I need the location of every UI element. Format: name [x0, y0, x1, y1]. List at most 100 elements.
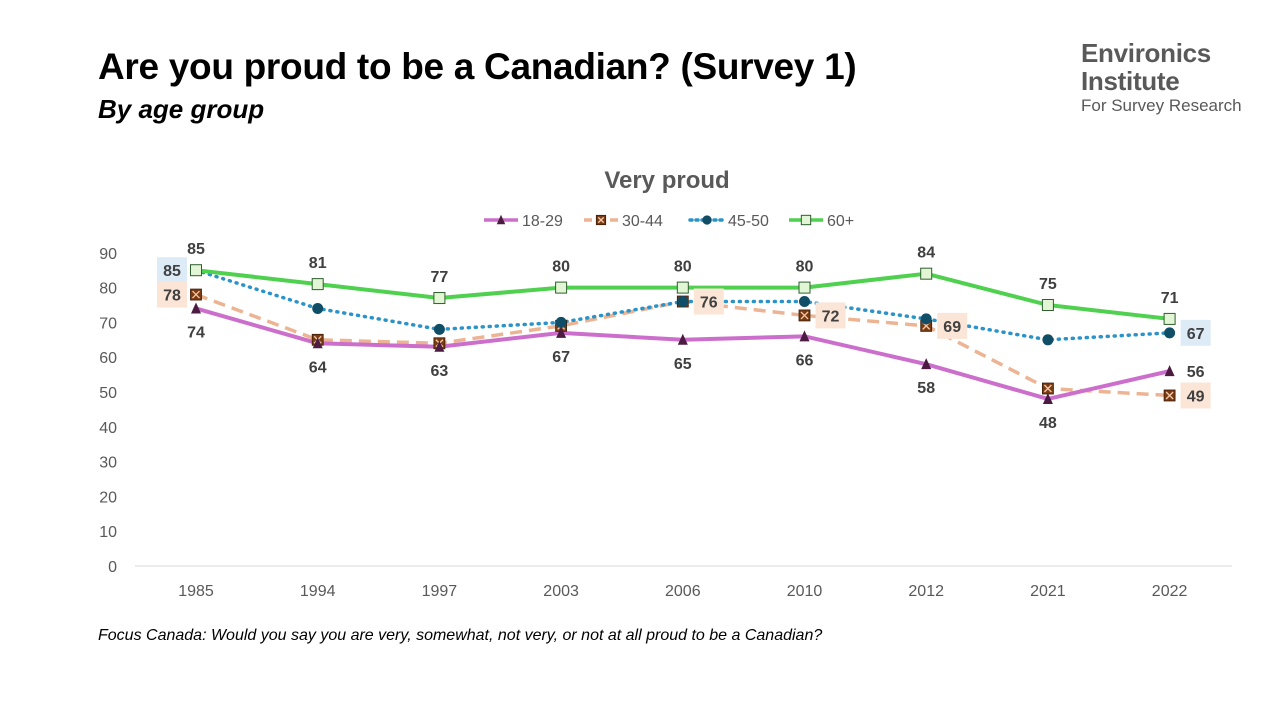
point-60+-2006: [676, 281, 689, 294]
data-label: 85: [163, 263, 181, 280]
point-45-50-2003: [555, 316, 567, 328]
data-label-box: [1180, 319, 1211, 346]
data-label: 75: [1039, 276, 1057, 293]
data-label: 64: [309, 359, 327, 376]
data-label: 80: [796, 259, 814, 276]
legend-marker-30-44-cross: [597, 216, 605, 224]
point-30-44-1985-cross: [192, 290, 200, 299]
data-label: 56: [1187, 364, 1205, 381]
x-tick-label: 2006: [665, 583, 701, 600]
legend-label-30-44: 30-44: [622, 213, 663, 230]
data-label: 63: [431, 363, 449, 380]
y-tick-label: 40: [99, 420, 117, 437]
data-label-box: [1180, 382, 1211, 409]
logo-line-1: Environics: [1081, 38, 1211, 68]
y-tick-label: 30: [99, 455, 117, 472]
data-label: 80: [552, 259, 570, 276]
series-line-60+: [195, 268, 1170, 321]
data-label-box: [157, 281, 187, 308]
legend-marker-45-50: [702, 215, 712, 225]
y-tick-label: 0: [108, 559, 117, 576]
data-label-box: [157, 257, 187, 284]
data-label: 77: [431, 269, 449, 286]
data-label: 84: [917, 245, 935, 262]
point-60+-2022: [1163, 312, 1176, 325]
point-18-29-2006: [677, 333, 688, 345]
point-18-29-2003: [556, 326, 567, 338]
chart-title: Very proud: [604, 167, 729, 194]
point-45-50-2021: [1042, 334, 1054, 346]
point-60+-2021: [1041, 299, 1054, 311]
legend-marker-18-29: [496, 214, 506, 225]
point-18-29-2021: [1042, 392, 1053, 404]
data-label: 49: [1187, 388, 1205, 405]
y-tick-label: 70: [99, 315, 117, 332]
legend-label-45-50: 45-50: [728, 213, 769, 230]
series-line-18-29: [195, 306, 1171, 401]
data-label: 72: [822, 308, 840, 325]
y-tick-label: 10: [99, 524, 117, 541]
page-title: Are you proud to be a Canadian? (Survey …: [98, 46, 857, 87]
data-label: 76: [700, 295, 718, 312]
point-18-29-1997: [434, 340, 445, 352]
data-label: 67: [1187, 326, 1205, 343]
point-60+-2010: [798, 281, 811, 294]
point-45-50-2022: [1164, 327, 1176, 339]
point-60+-1994: [311, 278, 324, 291]
point-45-50-2010: [799, 296, 810, 308]
y-tick-label: 50: [99, 385, 117, 402]
point-18-29-2010: [799, 330, 810, 342]
x-tick-label: 2021: [1030, 583, 1066, 600]
point-18-29-1985: [191, 302, 201, 314]
data-label: 78: [163, 288, 181, 305]
point-18-29-1994: [312, 337, 323, 349]
point-60+-2012: [920, 267, 933, 280]
legend-marker-60+: [800, 214, 812, 226]
point-18-29-2022: [1164, 365, 1175, 377]
x-tick-label: 1985: [178, 583, 214, 600]
y-tick-label: 20: [99, 489, 117, 506]
data-label: 71: [1161, 290, 1179, 307]
data-label: 69: [943, 319, 961, 336]
data-label: 80: [674, 259, 692, 276]
data-label: 85: [187, 241, 205, 258]
point-60+-1985: [190, 264, 202, 277]
point-30-44-2010-cross: [800, 311, 809, 320]
x-tick-label: 2022: [1152, 583, 1188, 600]
data-label: 65: [674, 356, 692, 373]
point-18-29-2012: [921, 358, 932, 370]
data-label: 67: [552, 349, 570, 366]
y-tick-label: 60: [99, 350, 117, 367]
legend-label-18-29: 18-29: [522, 213, 563, 230]
data-label: 58: [917, 380, 935, 397]
x-tick-label: 2010: [787, 583, 823, 600]
data-label: 66: [796, 352, 814, 369]
data-label-box: [815, 302, 846, 329]
point-60+-1997: [433, 292, 446, 305]
x-tick-label: 1994: [300, 583, 336, 600]
point-30-44-2022-cross: [1165, 391, 1174, 400]
point-45-50-1994: [312, 302, 324, 314]
x-tick-label: 2003: [543, 583, 579, 600]
data-label: 74: [187, 324, 205, 341]
data-label-box: [937, 312, 968, 339]
page-subtitle: By age group: [98, 94, 265, 124]
point-45-50-2006: [677, 296, 689, 308]
data-label: 48: [1039, 415, 1057, 432]
legend-label-60+: 60+: [827, 213, 854, 230]
x-tick-label: 1997: [422, 583, 458, 600]
logo-line-2: Institute: [1081, 66, 1180, 96]
y-tick-label: 80: [99, 281, 117, 298]
footnote: Focus Canada: Would you say you are very…: [98, 627, 823, 644]
point-45-50-2012: [920, 313, 932, 325]
data-label-box: [693, 288, 724, 315]
point-45-50-1997: [433, 323, 445, 335]
logo-line-3: For Survey Research: [1081, 96, 1242, 115]
point-30-44-2021-cross: [1043, 384, 1052, 393]
y-tick-label: 90: [99, 246, 117, 263]
point-60+-2003: [555, 281, 568, 294]
environics-logo: Environics Institute For Survey Research: [1081, 40, 1242, 114]
data-label: 81: [309, 255, 327, 272]
x-tick-label: 2012: [908, 583, 944, 600]
